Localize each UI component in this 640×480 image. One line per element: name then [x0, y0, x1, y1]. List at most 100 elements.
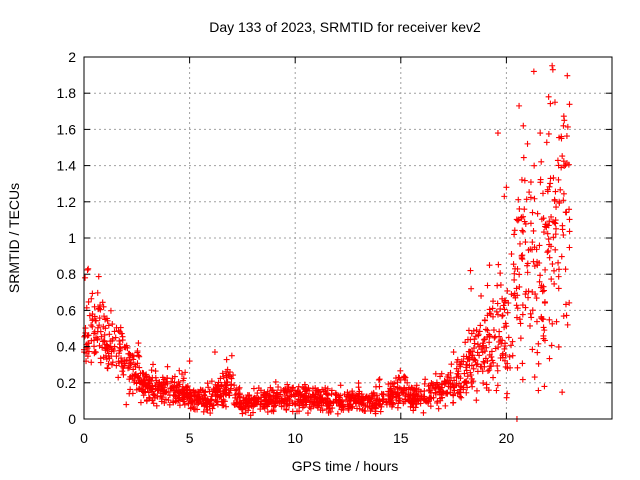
data-point [117, 345, 124, 352]
data-point [521, 177, 528, 184]
data-point [499, 312, 506, 319]
data-point [359, 406, 366, 413]
data-point [91, 328, 98, 335]
data-point [104, 342, 111, 349]
data-point [375, 376, 382, 383]
data-point [540, 324, 547, 331]
data-point [332, 397, 339, 404]
data-point [473, 387, 480, 394]
data-point [344, 401, 351, 408]
data-point [280, 387, 287, 394]
data-point [99, 338, 106, 345]
axis-ticks [83, 56, 612, 420]
data-point [324, 403, 331, 410]
data-point [546, 218, 553, 225]
data-point [543, 224, 550, 231]
data-point [516, 283, 523, 290]
data-point [223, 386, 230, 393]
tick-labels: 00.20.40.60.811.21.41.61.820 5 10 15 20 [57, 49, 515, 446]
data-point [329, 405, 336, 412]
data-point [414, 397, 421, 404]
data-point [242, 409, 249, 416]
data-point [545, 236, 552, 243]
data-point [101, 337, 108, 344]
data-point [135, 352, 142, 359]
data-point [526, 189, 533, 196]
data-point [94, 324, 101, 331]
data-point [174, 383, 181, 390]
data-point [393, 397, 400, 404]
data-point [292, 401, 299, 408]
data-series-srmtid [81, 62, 573, 422]
data-point [137, 399, 144, 406]
data-point [299, 404, 306, 411]
data-point [83, 304, 90, 311]
data-point [313, 387, 320, 394]
data-point [513, 285, 520, 292]
data-point [438, 394, 445, 401]
data-point [560, 122, 567, 129]
data-point [367, 398, 374, 405]
data-point [523, 288, 530, 295]
data-point [545, 247, 552, 254]
data-point [559, 226, 566, 233]
data-point [441, 380, 448, 387]
data-point [91, 350, 98, 357]
data-point [340, 403, 347, 410]
data-point [165, 397, 172, 404]
data-point [105, 360, 112, 367]
data-point [551, 219, 558, 226]
data-point [355, 380, 362, 387]
data-point [96, 342, 103, 349]
data-point [544, 230, 551, 237]
data-point [476, 343, 483, 350]
data-point [184, 390, 191, 397]
data-point [438, 370, 445, 377]
data-point [96, 322, 103, 329]
data-point [531, 374, 538, 381]
data-point [91, 303, 98, 310]
data-point [504, 360, 511, 367]
data-point [217, 375, 224, 382]
data-point [323, 406, 330, 413]
data-point [371, 393, 378, 400]
data-point [549, 62, 556, 69]
data-point [560, 197, 567, 204]
data-point [264, 388, 271, 395]
data-point [508, 250, 515, 257]
data-point [558, 253, 565, 260]
data-point [272, 378, 279, 385]
data-point [550, 234, 557, 241]
data-point [216, 385, 223, 392]
data-point [116, 344, 123, 351]
data-point [143, 398, 150, 405]
data-point [542, 223, 549, 230]
data-point [284, 386, 291, 393]
data-point [555, 259, 562, 266]
data-point [395, 390, 402, 397]
data-point [159, 385, 166, 392]
data-point [154, 387, 161, 394]
data-point [245, 395, 252, 402]
data-point [232, 394, 239, 401]
data-point [495, 344, 502, 351]
data-point [501, 345, 508, 352]
data-point [226, 369, 233, 376]
data-point [544, 188, 551, 195]
data-point [128, 359, 135, 366]
data-point [479, 340, 486, 347]
data-point [237, 402, 244, 409]
data-point [250, 409, 257, 416]
data-point [107, 338, 114, 345]
data-point [463, 367, 470, 374]
data-point [434, 399, 441, 406]
data-point [486, 262, 493, 269]
data-point [106, 355, 113, 362]
data-point [221, 398, 228, 405]
data-point [88, 359, 95, 366]
data-point [188, 393, 195, 400]
data-point [173, 382, 180, 389]
data-point [514, 265, 521, 272]
data-point [454, 390, 461, 397]
data-point [111, 328, 118, 335]
